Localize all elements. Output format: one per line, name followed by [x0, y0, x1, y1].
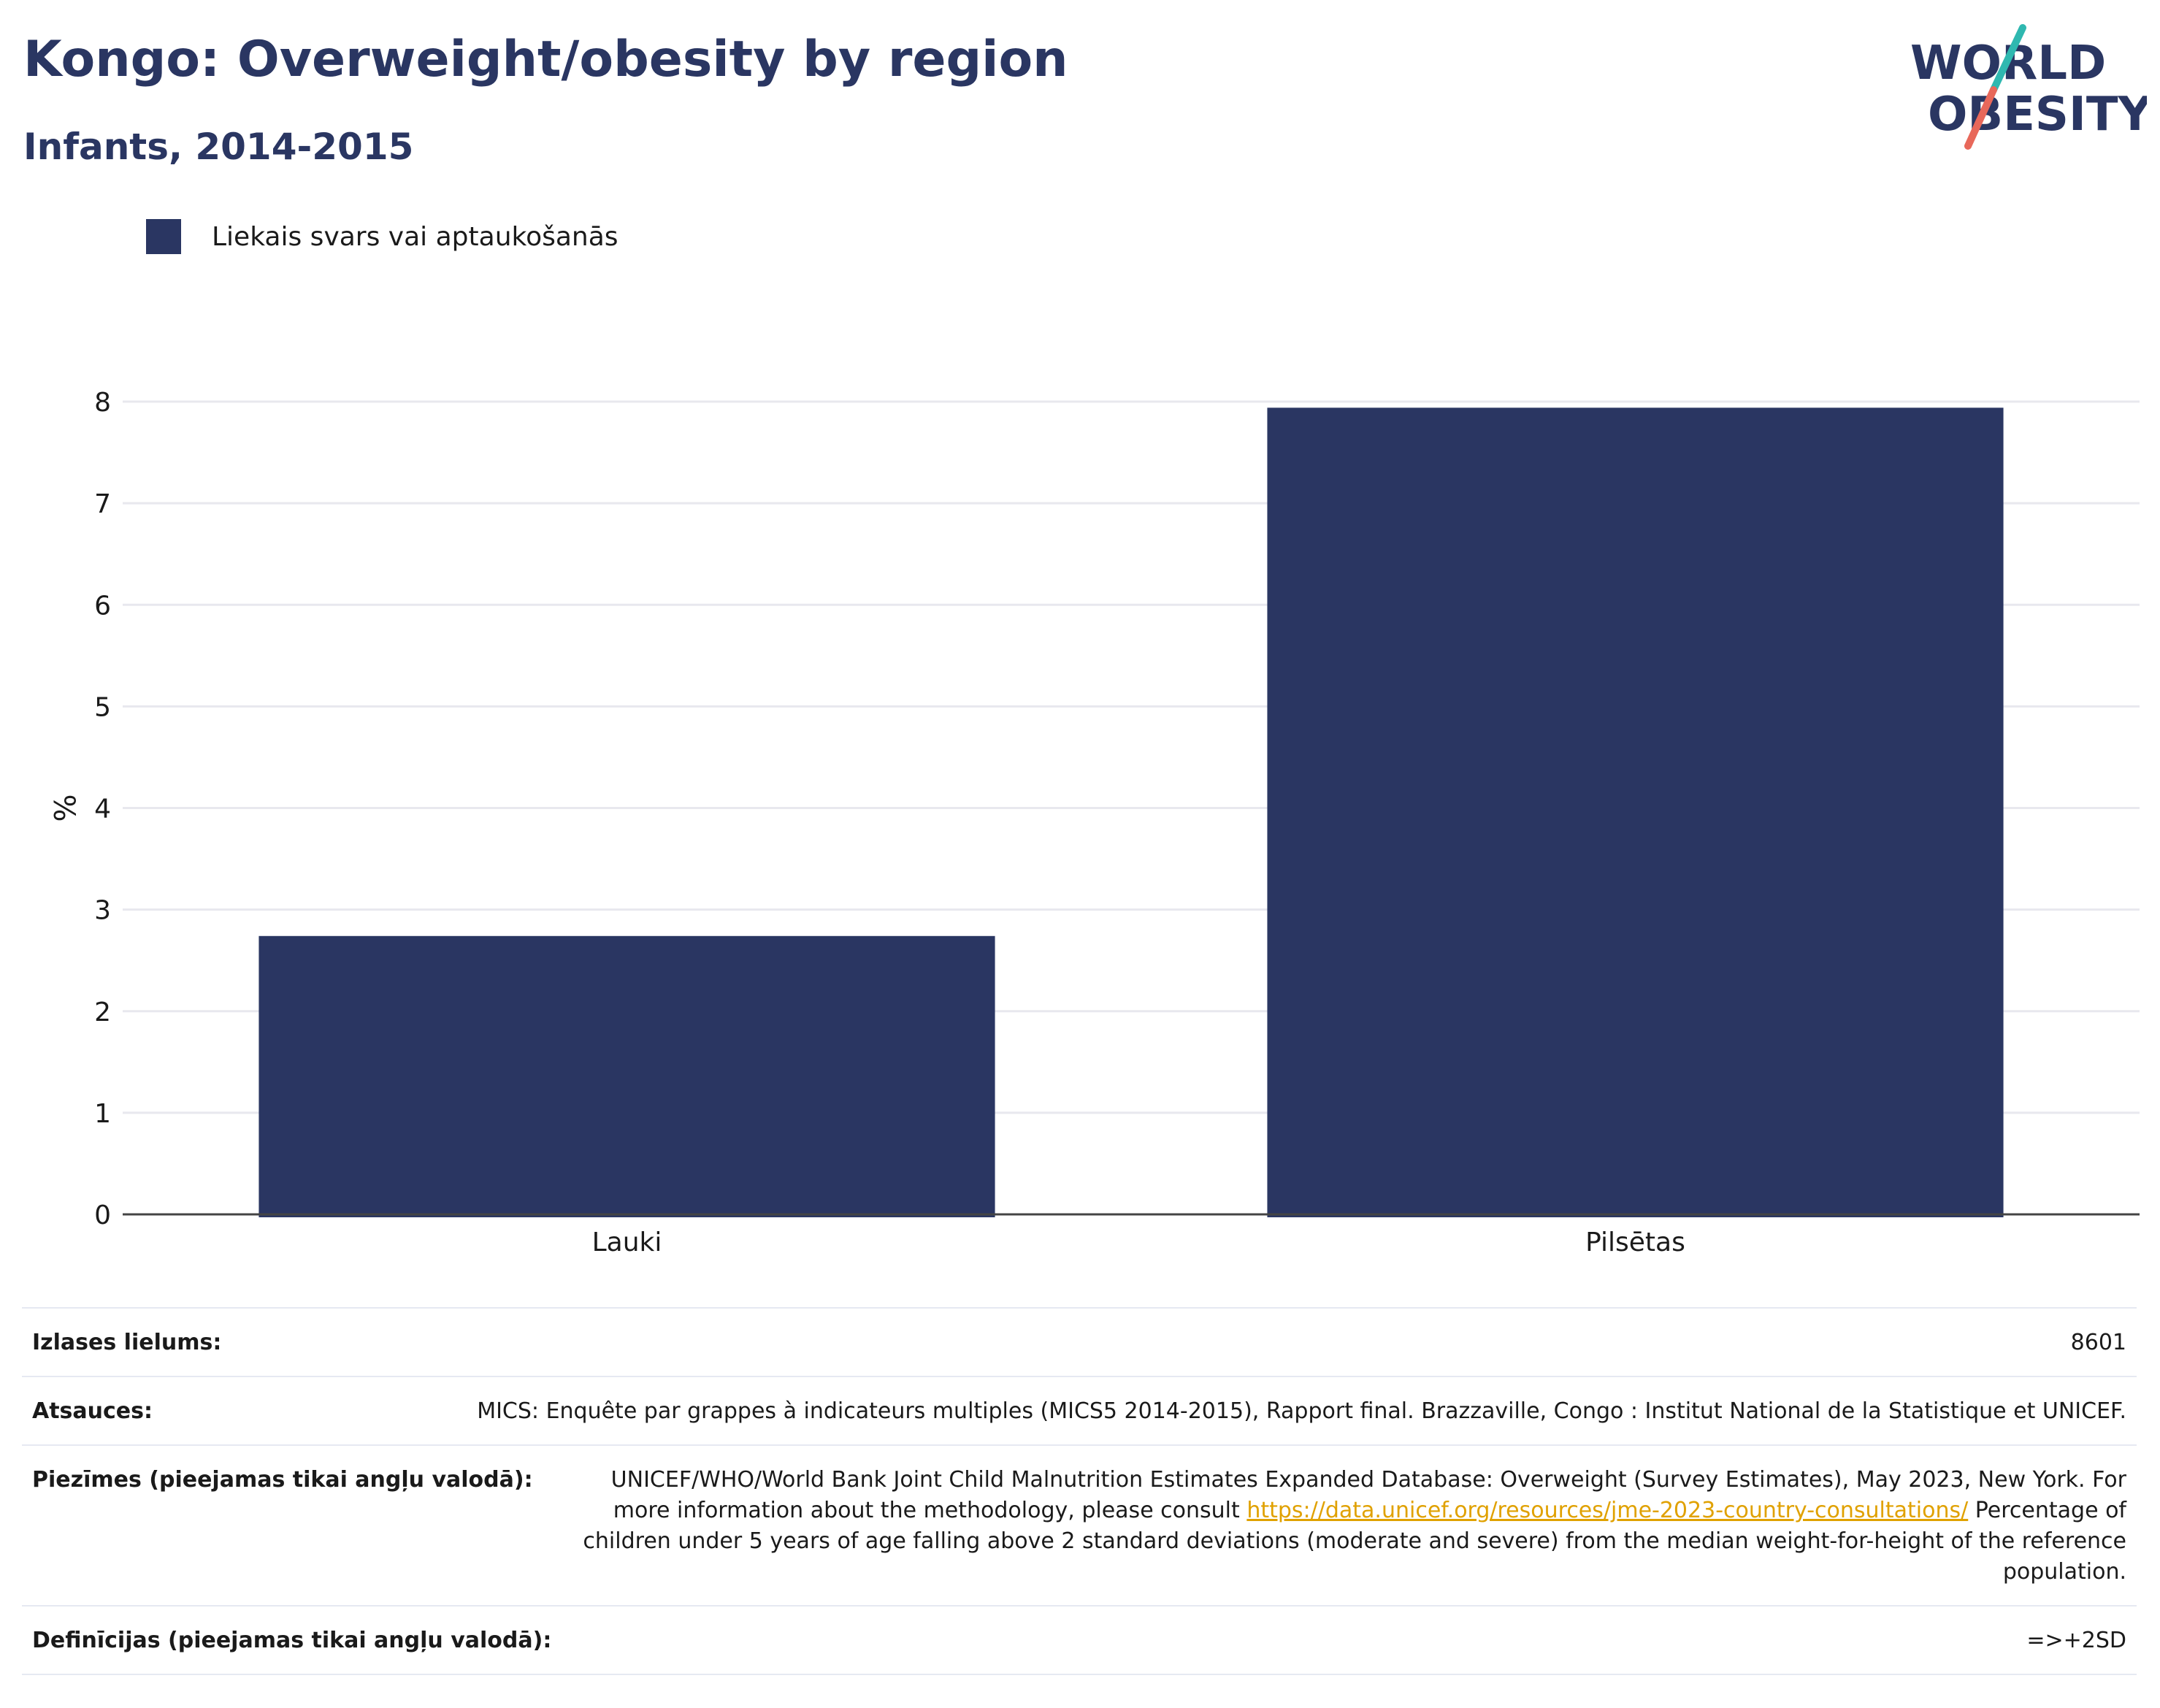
sample-size-row: Izlases lielums: 8601 — [22, 1309, 2137, 1377]
notes-value: UNICEF/WHO/World Bank Joint Child Malnut… — [577, 1465, 2126, 1588]
definitions-row: Definīcijas (pieejamas tikai angļu valod… — [22, 1606, 2137, 1675]
world-obesity-logo: WORLD OBESITY — [1910, 24, 2147, 150]
y-axis-label: % — [47, 794, 80, 822]
bar — [1267, 407, 2004, 1218]
y-tick-label: 0 — [94, 1200, 111, 1230]
chart-subtitle: Infants, 2014-2015 — [23, 126, 414, 168]
chart-title: Kongo: Overweight/obesity by region — [23, 31, 1068, 88]
y-tick-label: 5 — [94, 692, 111, 722]
logo-line2: OBESITY — [1928, 88, 2147, 142]
sample-size-label: Izlases lielums: — [32, 1330, 222, 1355]
y-tick-label: 6 — [94, 591, 111, 621]
y-tick-label: 4 — [94, 794, 111, 824]
y-tick-label: 3 — [94, 896, 111, 926]
notes-text-before: UNICEF/WHO/World Bank Joint Child Malnut… — [610, 1467, 2126, 1523]
sample-size-value: 8601 — [2070, 1330, 2126, 1355]
y-tick-label: 8 — [94, 388, 111, 418]
bar — [258, 935, 995, 1217]
notes-label: Piezīmes (pieejamas tikai angļu valodā): — [32, 1467, 533, 1493]
legend-label: Liekais svars vai aptaukošanās — [212, 221, 618, 252]
sources-row: Atsauces: MICS: Enquête par grappes à in… — [22, 1377, 2137, 1446]
sources-label: Atsauces: — [32, 1398, 153, 1424]
logo-slash-top — [1990, 24, 2026, 93]
legend-swatch — [146, 219, 181, 254]
notes-text-after: Percentage of children under 5 years of … — [583, 1498, 2126, 1585]
y-tick-label: 7 — [94, 489, 111, 519]
methodology-link[interactable]: https://data.unicef.org/resources/jme-20… — [1246, 1498, 1969, 1523]
sources-value: MICS: Enquête par grappes à indicateurs … — [477, 1398, 2126, 1424]
definitions-label: Definīcijas (pieejamas tikai angļu valod… — [32, 1628, 552, 1653]
definitions-value: =>+2SD — [2026, 1628, 2126, 1653]
y-tick-label: 2 — [94, 997, 111, 1027]
metadata-table: Izlases lielums: 8601 Atsauces: MICS: En… — [22, 1307, 2137, 1675]
notes-row: Piezīmes (pieejamas tikai angļu valodā):… — [22, 1446, 2137, 1606]
x-tick-label: Lauki — [592, 1228, 662, 1257]
x-tick-label: Pilsētas — [1585, 1228, 1685, 1257]
logo-slash-bottom — [1964, 86, 1997, 150]
y-tick-label: 1 — [94, 1099, 111, 1129]
bar-chart: 0 1 2 3 4 5 6 7 8 Lauki Pilsētas% — [47, 388, 2140, 1257]
legend: Liekais svars vai aptaukošanās — [146, 219, 618, 254]
